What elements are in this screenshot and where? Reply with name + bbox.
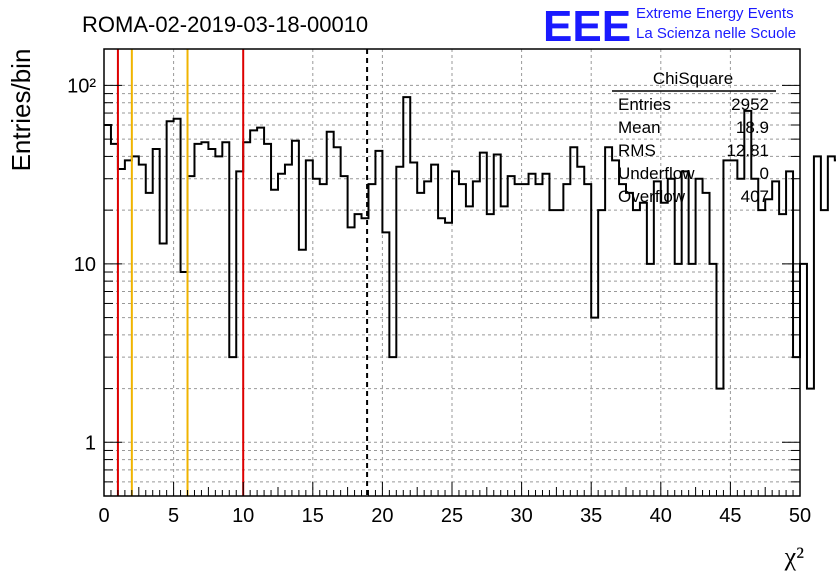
x-tick-label: 25 <box>441 505 463 527</box>
x-tick-label: 0 <box>98 505 109 527</box>
y-tick-labels: 1 10 10² <box>67 75 96 454</box>
x-tick-labels: 0 5 10 15 20 25 30 35 40 45 50 <box>98 505 811 527</box>
histogram-series <box>104 96 836 390</box>
x-tick-label: 40 <box>650 505 672 527</box>
x-tick-label: 10 <box>232 505 254 527</box>
stats-row-label: Overflow <box>618 187 686 206</box>
stats-row-value: 18.9 <box>736 118 769 137</box>
stats-name: ChiSquare <box>653 69 733 88</box>
x-tick-label: 15 <box>302 505 324 527</box>
logo-line-2: La Scienza nelle Scuole <box>636 25 796 42</box>
reference-lines <box>116 49 369 496</box>
grid-lines <box>104 49 800 496</box>
x-tick-label: 35 <box>580 505 602 527</box>
x-tick-label: 45 <box>719 505 741 527</box>
stats-row-label: Mean <box>618 118 661 137</box>
x-tick-label: 30 <box>510 505 532 527</box>
logo-line-1: Extreme Energy Events <box>636 5 794 22</box>
x-tick-label: 20 <box>371 505 393 527</box>
x-tick-label: 50 <box>789 505 811 527</box>
y-tick-label: 10 <box>74 254 96 276</box>
stats-row-value: 2952 <box>731 95 769 114</box>
stats-box: ChiSquare Entries 2952 Mean 18.9 RMS 12.81 Und… <box>612 69 776 206</box>
chart-title: ROMA-02-2019-03-18-00010 <box>82 12 368 37</box>
stats-rows: Entries 2952 Mean 18.9 RMS 12.81 Underflow 0 Ove… <box>618 95 769 206</box>
logo-mark: EEE <box>543 2 631 51</box>
x-tick-label: 5 <box>168 505 179 527</box>
stats-row-value: 12.81 <box>726 141 769 160</box>
stats-row-value: 407 <box>741 187 769 206</box>
stats-row-label: RMS <box>618 141 656 160</box>
stats-row-label: Underflow <box>618 164 695 183</box>
eee-logo: EEE Extreme Energy Events La Scienza nel… <box>543 2 796 51</box>
axis-ticks <box>103 84 801 497</box>
y-tick-label: 10² <box>67 75 96 97</box>
stats-row-value: 0 <box>760 164 769 183</box>
stats-row-label: Entries <box>618 95 671 114</box>
x-axis-label: χ² <box>784 542 805 571</box>
y-tick-label: 1 <box>85 432 96 454</box>
y-axis-label: Entries/bin <box>6 49 36 172</box>
